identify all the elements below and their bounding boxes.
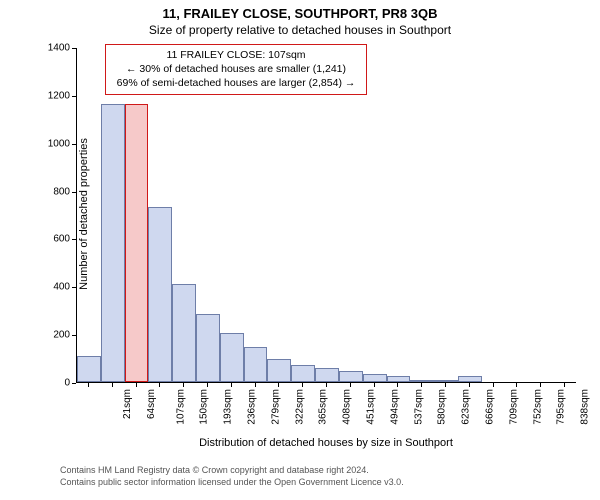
footer-line1: Contains HM Land Registry data © Crown c…: [60, 465, 404, 477]
x-tick-mark: [255, 383, 256, 387]
histogram-bar: [339, 371, 363, 382]
footer-line2: Contains public sector information licen…: [60, 477, 404, 489]
x-tick-label: 709sqm: [508, 389, 519, 425]
x-tick-mark: [326, 383, 327, 387]
x-tick-label: 150sqm: [199, 389, 210, 425]
callout-box: 11 FRAILEY CLOSE: 107sqm ← 30% of detach…: [105, 44, 367, 95]
callout-line1: 11 FRAILEY CLOSE: 107sqm: [112, 48, 360, 62]
y-tick-mark: [72, 192, 76, 193]
x-tick-label: 322sqm: [294, 389, 305, 425]
x-tick-mark: [88, 383, 89, 387]
y-tick-label: 1000: [36, 138, 70, 149]
y-tick-label: 1200: [36, 90, 70, 101]
highlight-bar: [125, 104, 149, 382]
callout-line2: ← 30% of detached houses are smaller (1,…: [112, 62, 360, 76]
x-tick-mark: [516, 383, 517, 387]
x-tick-label: 752sqm: [532, 389, 543, 425]
histogram-bar: [101, 104, 125, 382]
y-tick-mark: [72, 48, 76, 49]
callout-line3: 69% of semi-detached houses are larger (…: [112, 76, 360, 90]
y-tick-mark: [72, 287, 76, 288]
y-tick-mark: [72, 96, 76, 97]
histogram-bar: [267, 359, 291, 382]
x-tick-mark: [112, 383, 113, 387]
x-tick-mark: [350, 383, 351, 387]
histogram-bar: [291, 365, 315, 382]
y-tick-label: 0: [36, 378, 70, 389]
plot-region: [76, 48, 576, 383]
x-tick-mark: [207, 383, 208, 387]
y-tick-mark: [72, 335, 76, 336]
x-tick-mark: [231, 383, 232, 387]
x-tick-label: 838sqm: [580, 389, 591, 425]
x-tick-label: 623sqm: [461, 389, 472, 425]
x-tick-mark: [183, 383, 184, 387]
x-tick-mark: [136, 383, 137, 387]
x-tick-mark: [493, 383, 494, 387]
histogram-bar: [220, 333, 244, 382]
x-axis-label: Distribution of detached houses by size …: [76, 437, 576, 449]
histogram-bar: [77, 356, 101, 382]
x-tick-mark: [469, 383, 470, 387]
y-tick-mark: [72, 239, 76, 240]
x-tick-mark: [421, 383, 422, 387]
y-tick-label: 400: [36, 282, 70, 293]
x-tick-label: 795sqm: [556, 389, 567, 425]
x-tick-label: 494sqm: [389, 389, 400, 425]
y-tick-mark: [72, 383, 76, 384]
histogram-bar: [434, 380, 458, 382]
histogram-bar: [148, 207, 172, 382]
histogram-bar: [244, 347, 268, 382]
x-tick-label: 580sqm: [437, 389, 448, 425]
x-tick-mark: [397, 383, 398, 387]
footer-attribution: Contains HM Land Registry data © Crown c…: [60, 465, 404, 488]
x-tick-mark: [302, 383, 303, 387]
x-tick-label: 193sqm: [223, 389, 234, 425]
histogram-bar: [410, 380, 434, 382]
y-tick-label: 200: [36, 330, 70, 341]
x-tick-mark: [540, 383, 541, 387]
histogram-bar: [172, 284, 196, 382]
x-tick-mark: [564, 383, 565, 387]
x-tick-label: 537sqm: [413, 389, 424, 425]
y-tick-mark: [72, 144, 76, 145]
y-tick-label: 1400: [36, 43, 70, 54]
x-tick-label: 365sqm: [318, 389, 329, 425]
x-tick-label: 408sqm: [342, 389, 353, 425]
x-tick-mark: [159, 383, 160, 387]
histogram-bar: [458, 376, 482, 382]
x-tick-label: 236sqm: [247, 389, 258, 425]
x-tick-mark: [278, 383, 279, 387]
x-tick-label: 64sqm: [146, 389, 157, 419]
histogram-bar: [196, 314, 220, 382]
x-tick-label: 279sqm: [270, 389, 281, 425]
x-tick-label: 451sqm: [366, 389, 377, 425]
x-tick-mark: [445, 383, 446, 387]
histogram-bar: [315, 368, 339, 382]
x-tick-label: 666sqm: [485, 389, 496, 425]
x-tick-mark: [374, 383, 375, 387]
y-tick-label: 600: [36, 234, 70, 245]
histogram-bar: [387, 376, 411, 382]
x-tick-label: 107sqm: [175, 389, 186, 425]
x-tick-label: 21sqm: [122, 389, 133, 419]
histogram-bar: [363, 374, 387, 382]
y-tick-label: 800: [36, 186, 70, 197]
